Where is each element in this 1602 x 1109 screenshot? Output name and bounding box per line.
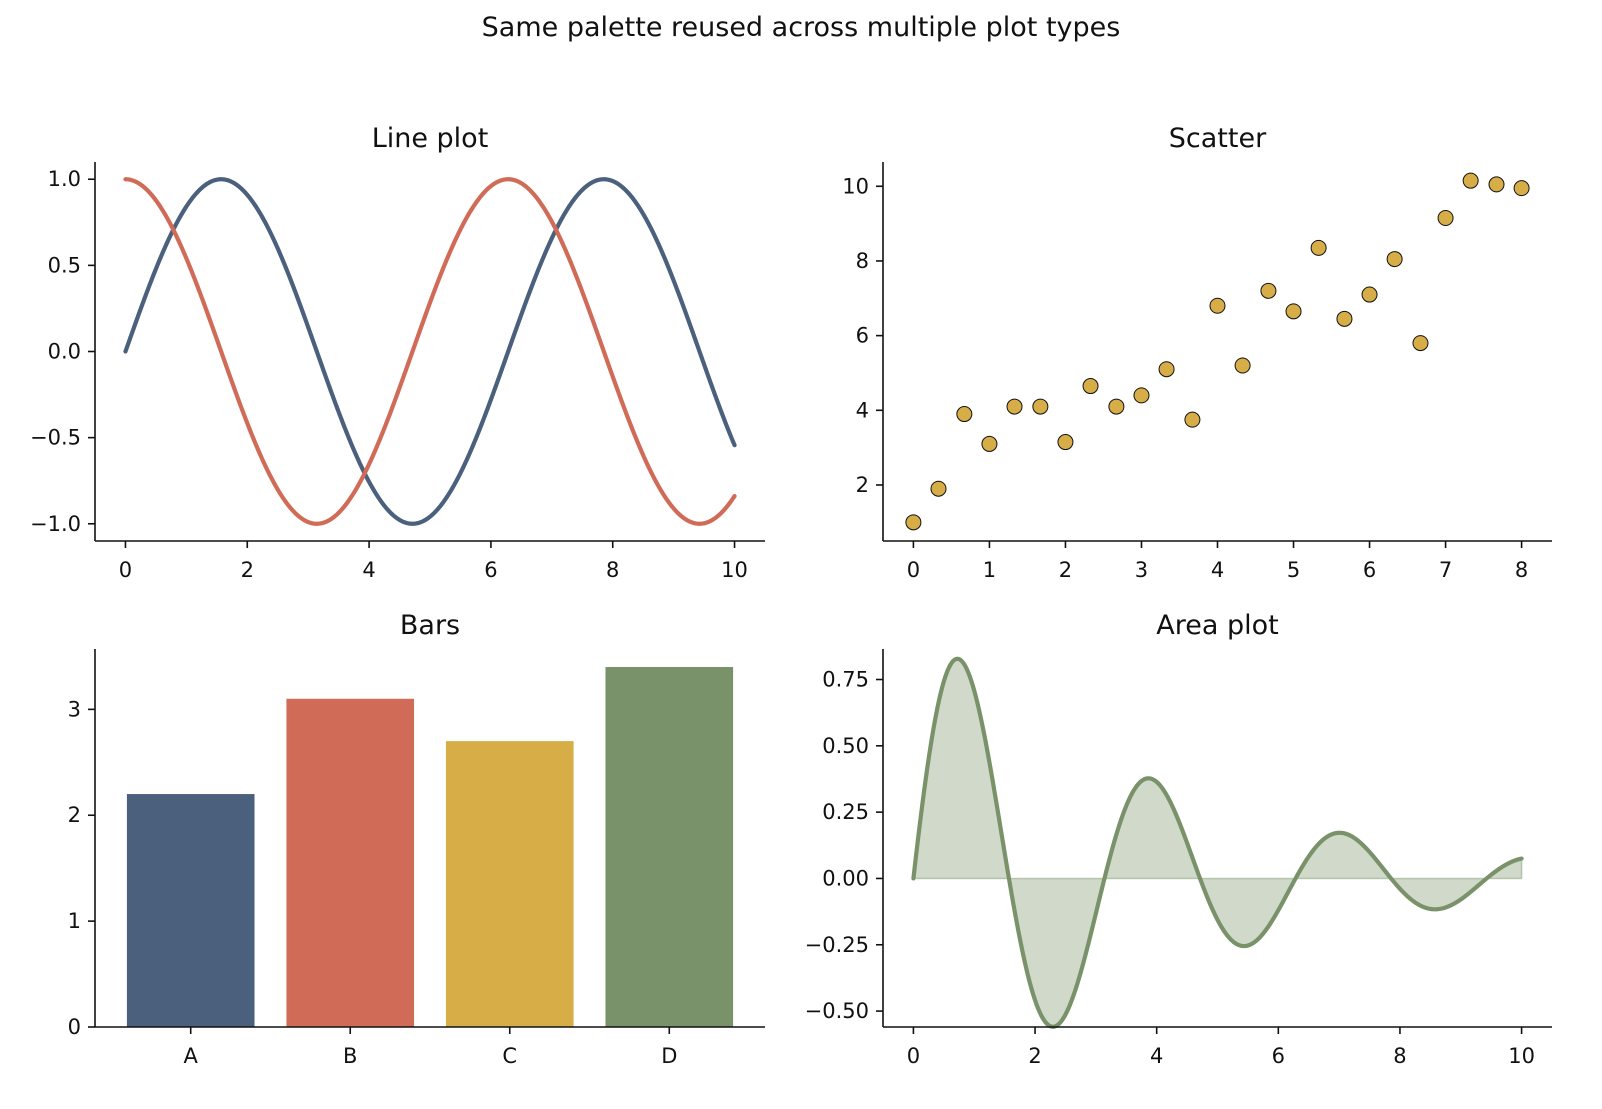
scatter-x-tick-label: 5 xyxy=(1287,558,1300,582)
area-y-tick-label: 0.75 xyxy=(822,668,869,692)
line-y-tick-label: 0.5 xyxy=(48,253,81,277)
area-y-tick-label: 0.25 xyxy=(822,800,869,824)
line-y-tick-label: −0.5 xyxy=(30,426,81,450)
scatter-y-tick-label: 8 xyxy=(856,249,869,273)
bars-x-tick-label: B xyxy=(343,1044,357,1068)
line-x-tick-label: 10 xyxy=(721,558,748,582)
scatter-x-tick-label: 0 xyxy=(907,558,920,582)
bar-D xyxy=(605,667,734,1027)
area-x-tick-label: 0 xyxy=(907,1044,920,1068)
scatter-point xyxy=(1234,357,1251,374)
scatter-point xyxy=(1082,378,1099,395)
scatter-point xyxy=(1361,286,1378,303)
area-x-tick-label: 4 xyxy=(1150,1044,1163,1068)
scatter-y-tick-label: 4 xyxy=(856,398,869,422)
scatter-panel: 2 4 6 8 10 0 1 2 3 4 5 6 7 8 Scatter xyxy=(842,123,1552,582)
scatter-x-tick-label: 8 xyxy=(1515,558,1528,582)
scatter-point xyxy=(1184,411,1201,428)
area-y-tick-label: 0.00 xyxy=(822,866,869,890)
line-y-tick-label: 1.0 xyxy=(48,167,81,191)
line-x-tick-label: 4 xyxy=(362,558,375,582)
scatter-x-tick-label: 2 xyxy=(1059,558,1072,582)
scatter-point xyxy=(1412,335,1429,352)
scatter-point xyxy=(1158,361,1175,378)
scatter-point xyxy=(1133,387,1150,404)
scatter-point xyxy=(1209,297,1226,314)
bar-C xyxy=(445,741,574,1027)
scatter-x-tick-label: 7 xyxy=(1439,558,1452,582)
area-x-tick-label: 2 xyxy=(1028,1044,1041,1068)
line-y-tick-label: 0.0 xyxy=(48,340,81,364)
line-x-tick-label: 0 xyxy=(119,558,132,582)
area-y-tick-label: 0.50 xyxy=(822,734,869,758)
line-x-tick-label: 6 xyxy=(484,558,497,582)
scatter-point xyxy=(1032,398,1049,415)
scatter-point xyxy=(1006,398,1023,415)
scatter-point xyxy=(1513,180,1530,197)
scatter-point xyxy=(981,435,998,452)
scatter-point xyxy=(1336,310,1353,327)
area-line xyxy=(911,656,1524,1029)
bars-y-tick-label: 0 xyxy=(68,1015,81,1039)
scatter-x-tick-label: 6 xyxy=(1363,558,1376,582)
bars-y-tick-label: 1 xyxy=(68,909,81,933)
scatter-point xyxy=(1488,176,1505,193)
bars-y-tick-label: 3 xyxy=(68,697,81,721)
bar-A xyxy=(126,794,255,1027)
figure-suptitle: Same palette reused across multiple plot… xyxy=(481,12,1121,43)
scatter-point xyxy=(1108,398,1125,415)
scatter-x-tick-label: 3 xyxy=(1135,558,1148,582)
bars-x-tick-label: D xyxy=(661,1044,677,1068)
scatter-point xyxy=(956,406,973,423)
scatter-point xyxy=(1260,282,1277,299)
bar-B xyxy=(286,698,415,1027)
scatter-point xyxy=(930,480,947,497)
bars-x-tick-label: C xyxy=(502,1044,517,1068)
area-x-tick-label: 10 xyxy=(1508,1044,1535,1068)
bars-x-tick-label: A xyxy=(184,1044,199,1068)
line-x-tick-label: 2 xyxy=(241,558,254,582)
scatter-point xyxy=(905,514,922,531)
line-title: Line plot xyxy=(372,123,489,154)
scatter-title: Scatter xyxy=(1169,123,1267,154)
scatter-x-tick-label: 4 xyxy=(1211,558,1224,582)
line-plot-panel: 1.0 0.5 0.0 −0.5 −1.0 0 2 4 6 8 10 Line plot xyxy=(30,123,765,582)
scatter-point xyxy=(1386,251,1403,268)
scatter-point xyxy=(1462,172,1479,189)
area-plot-panel: 0.75 0.50 0.25 0.00 −0.25 −0.50 0 2 4 6 8 10 Area pl… xyxy=(805,610,1552,1068)
scatter-y-tick-label: 6 xyxy=(856,324,869,348)
line-series-1 xyxy=(123,177,737,526)
scatter-point xyxy=(1285,303,1302,320)
scatter-y-tick-label: 2 xyxy=(856,473,869,497)
scatter-x-tick-label: 1 xyxy=(983,558,996,582)
line-y-tick-label: −1.0 xyxy=(30,512,81,536)
area-y-tick-label: −0.25 xyxy=(805,933,869,957)
area-title: Area plot xyxy=(1156,610,1278,641)
area-y-tick-label: −0.50 xyxy=(805,999,869,1023)
line-x-tick-label: 8 xyxy=(606,558,619,582)
bars-y-tick-label: 2 xyxy=(68,803,81,827)
scatter-point xyxy=(1310,239,1327,256)
bars-title: Bars xyxy=(400,610,460,641)
scatter-y-tick-label: 10 xyxy=(842,174,869,198)
scatter-point xyxy=(1437,210,1454,227)
area-x-tick-label: 6 xyxy=(1272,1044,1285,1068)
line-series-0 xyxy=(123,177,737,526)
area-x-tick-label: 8 xyxy=(1393,1044,1406,1068)
bars-panel: 0 1 2 3 A B C D Bars xyxy=(68,610,765,1068)
scatter-point xyxy=(1057,434,1074,451)
